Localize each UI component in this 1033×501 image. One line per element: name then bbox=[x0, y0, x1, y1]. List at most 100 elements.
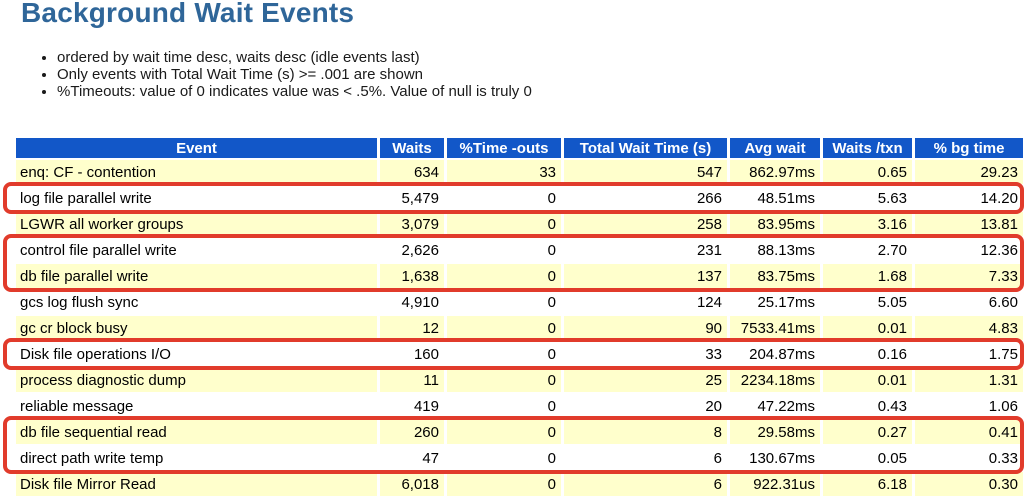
value-cell: 1.68 bbox=[823, 264, 912, 288]
value-cell: 25.17ms bbox=[730, 290, 820, 314]
value-cell: 14.20 bbox=[915, 186, 1023, 210]
column-header: Avg wait bbox=[730, 138, 820, 158]
event-name-cell: enq: CF - contention bbox=[16, 160, 377, 184]
value-cell: 13.81 bbox=[915, 212, 1023, 236]
value-cell: 0.30 bbox=[915, 472, 1023, 496]
value-cell: 2234.18ms bbox=[730, 368, 820, 392]
value-cell: 2.70 bbox=[823, 238, 912, 262]
value-cell: 33 bbox=[447, 160, 561, 184]
value-cell: 0 bbox=[447, 186, 561, 210]
event-name-cell: gc cr block busy bbox=[16, 316, 377, 340]
value-cell: 0 bbox=[447, 472, 561, 496]
value-cell: 419 bbox=[380, 394, 444, 418]
value-cell: 0.05 bbox=[823, 446, 912, 470]
event-name-cell: control file parallel write bbox=[16, 238, 377, 262]
value-cell: 6,018 bbox=[380, 472, 444, 496]
value-cell: 160 bbox=[380, 342, 444, 366]
table-row: gc cr block busy 12 0 90 7533.41ms 0.01 4.83 bbox=[16, 316, 1023, 340]
table-header-row: Event Waits %Time -outs Total Wait Time (s)… bbox=[16, 138, 1023, 158]
table-row: Disk file operations I/O 160 0 33 204.87ms 0.… bbox=[16, 342, 1023, 366]
value-cell: 137 bbox=[564, 264, 727, 288]
value-cell: 83.95ms bbox=[730, 212, 820, 236]
value-cell: 12 bbox=[380, 316, 444, 340]
value-cell: 0 bbox=[447, 212, 561, 236]
value-cell: 29.58ms bbox=[730, 420, 820, 444]
event-name-cell: direct path write temp bbox=[16, 446, 377, 470]
value-cell: 0.65 bbox=[823, 160, 912, 184]
value-cell: 7533.41ms bbox=[730, 316, 820, 340]
column-header: % bg time bbox=[915, 138, 1023, 158]
column-header: Total Wait Time (s) bbox=[564, 138, 727, 158]
value-cell: 5.05 bbox=[823, 290, 912, 314]
event-name-cell: reliable message bbox=[16, 394, 377, 418]
column-header: Waits /txn bbox=[823, 138, 912, 158]
value-cell: 5,479 bbox=[380, 186, 444, 210]
table-row: control file parallel write 2,626 0 231 88.1… bbox=[16, 238, 1023, 262]
value-cell: 634 bbox=[380, 160, 444, 184]
value-cell: 0.16 bbox=[823, 342, 912, 366]
table-row: enq: CF - contention 634 33 547 862.97ms 0.65… bbox=[16, 160, 1023, 184]
value-cell: 0 bbox=[447, 264, 561, 288]
value-cell: 47.22ms bbox=[730, 394, 820, 418]
value-cell: 6 bbox=[564, 472, 727, 496]
value-cell: 130.67ms bbox=[730, 446, 820, 470]
value-cell: 3.16 bbox=[823, 212, 912, 236]
value-cell: 8 bbox=[564, 420, 727, 444]
value-cell: 1.75 bbox=[915, 342, 1023, 366]
value-cell: 124 bbox=[564, 290, 727, 314]
value-cell: 258 bbox=[564, 212, 727, 236]
value-cell: 11 bbox=[380, 368, 444, 392]
value-cell: 1.06 bbox=[915, 394, 1023, 418]
value-cell: 6.18 bbox=[823, 472, 912, 496]
value-cell: 1.31 bbox=[915, 368, 1023, 392]
value-cell: 0 bbox=[447, 394, 561, 418]
value-cell: 266 bbox=[564, 186, 727, 210]
value-cell: 47 bbox=[380, 446, 444, 470]
value-cell: 0 bbox=[447, 446, 561, 470]
value-cell: 0 bbox=[447, 368, 561, 392]
value-cell: 204.87ms bbox=[730, 342, 820, 366]
value-cell: 3,079 bbox=[380, 212, 444, 236]
value-cell: 922.31us bbox=[730, 472, 820, 496]
event-name-cell: log file parallel write bbox=[16, 186, 377, 210]
table-row: gcs log flush sync 4,910 0 124 25.17ms 5.05 6.… bbox=[16, 290, 1023, 314]
value-cell: 20 bbox=[564, 394, 727, 418]
value-cell: 260 bbox=[380, 420, 444, 444]
value-cell: 1,638 bbox=[380, 264, 444, 288]
value-cell: 7.33 bbox=[915, 264, 1023, 288]
wait-events-table: Event Waits %Time -outs Total Wait Time (s)… bbox=[13, 136, 1026, 498]
value-cell: 90 bbox=[564, 316, 727, 340]
event-name-cell: LGWR all worker groups bbox=[16, 212, 377, 236]
wait-events-table-wrap: Event Waits %Time -outs Total Wait Time (s)… bbox=[3, 136, 1026, 498]
value-cell: 33 bbox=[564, 342, 727, 366]
table-row: direct path write temp 47 0 6 130.67ms 0.05 0.… bbox=[16, 446, 1023, 470]
value-cell: 0 bbox=[447, 290, 561, 314]
event-name-cell: process diagnostic dump bbox=[16, 368, 377, 392]
note-threshold: Only events with Total Wait Time (s) >= … bbox=[57, 66, 532, 83]
note-ordering: ordered by wait time desc, waits desc (i… bbox=[57, 49, 532, 66]
value-cell: 0 bbox=[447, 420, 561, 444]
page-title: Background Wait Events bbox=[21, 0, 355, 28]
value-cell: 0.43 bbox=[823, 394, 912, 418]
value-cell: 547 bbox=[564, 160, 727, 184]
value-cell: 0.33 bbox=[915, 446, 1023, 470]
value-cell: 231 bbox=[564, 238, 727, 262]
value-cell: 4.83 bbox=[915, 316, 1023, 340]
value-cell: 0 bbox=[447, 238, 561, 262]
table-row: db file sequential read 260 0 8 29.58ms 0.27 0… bbox=[16, 420, 1023, 444]
event-name-cell: Disk file operations I/O bbox=[16, 342, 377, 366]
table-row: reliable message 419 0 20 47.22ms 0.43 1.06 bbox=[16, 394, 1023, 418]
value-cell: 29.23 bbox=[915, 160, 1023, 184]
value-cell: 0 bbox=[447, 342, 561, 366]
value-cell: 83.75ms bbox=[730, 264, 820, 288]
value-cell: 0.01 bbox=[823, 368, 912, 392]
value-cell: 0.41 bbox=[915, 420, 1023, 444]
table-row: LGWR all worker groups 3,079 0 258 83.95ms 3.… bbox=[16, 212, 1023, 236]
event-name-cell: Disk file Mirror Read bbox=[16, 472, 377, 496]
table-row: db file parallel write 1,638 0 137 83.75ms 1.… bbox=[16, 264, 1023, 288]
value-cell: 0.27 bbox=[823, 420, 912, 444]
event-name-cell: db file sequential read bbox=[16, 420, 377, 444]
value-cell: 88.13ms bbox=[730, 238, 820, 262]
table-row: Disk file Mirror Read 6,018 0 6 922.31us 6.18… bbox=[16, 472, 1023, 496]
value-cell: 4,910 bbox=[380, 290, 444, 314]
